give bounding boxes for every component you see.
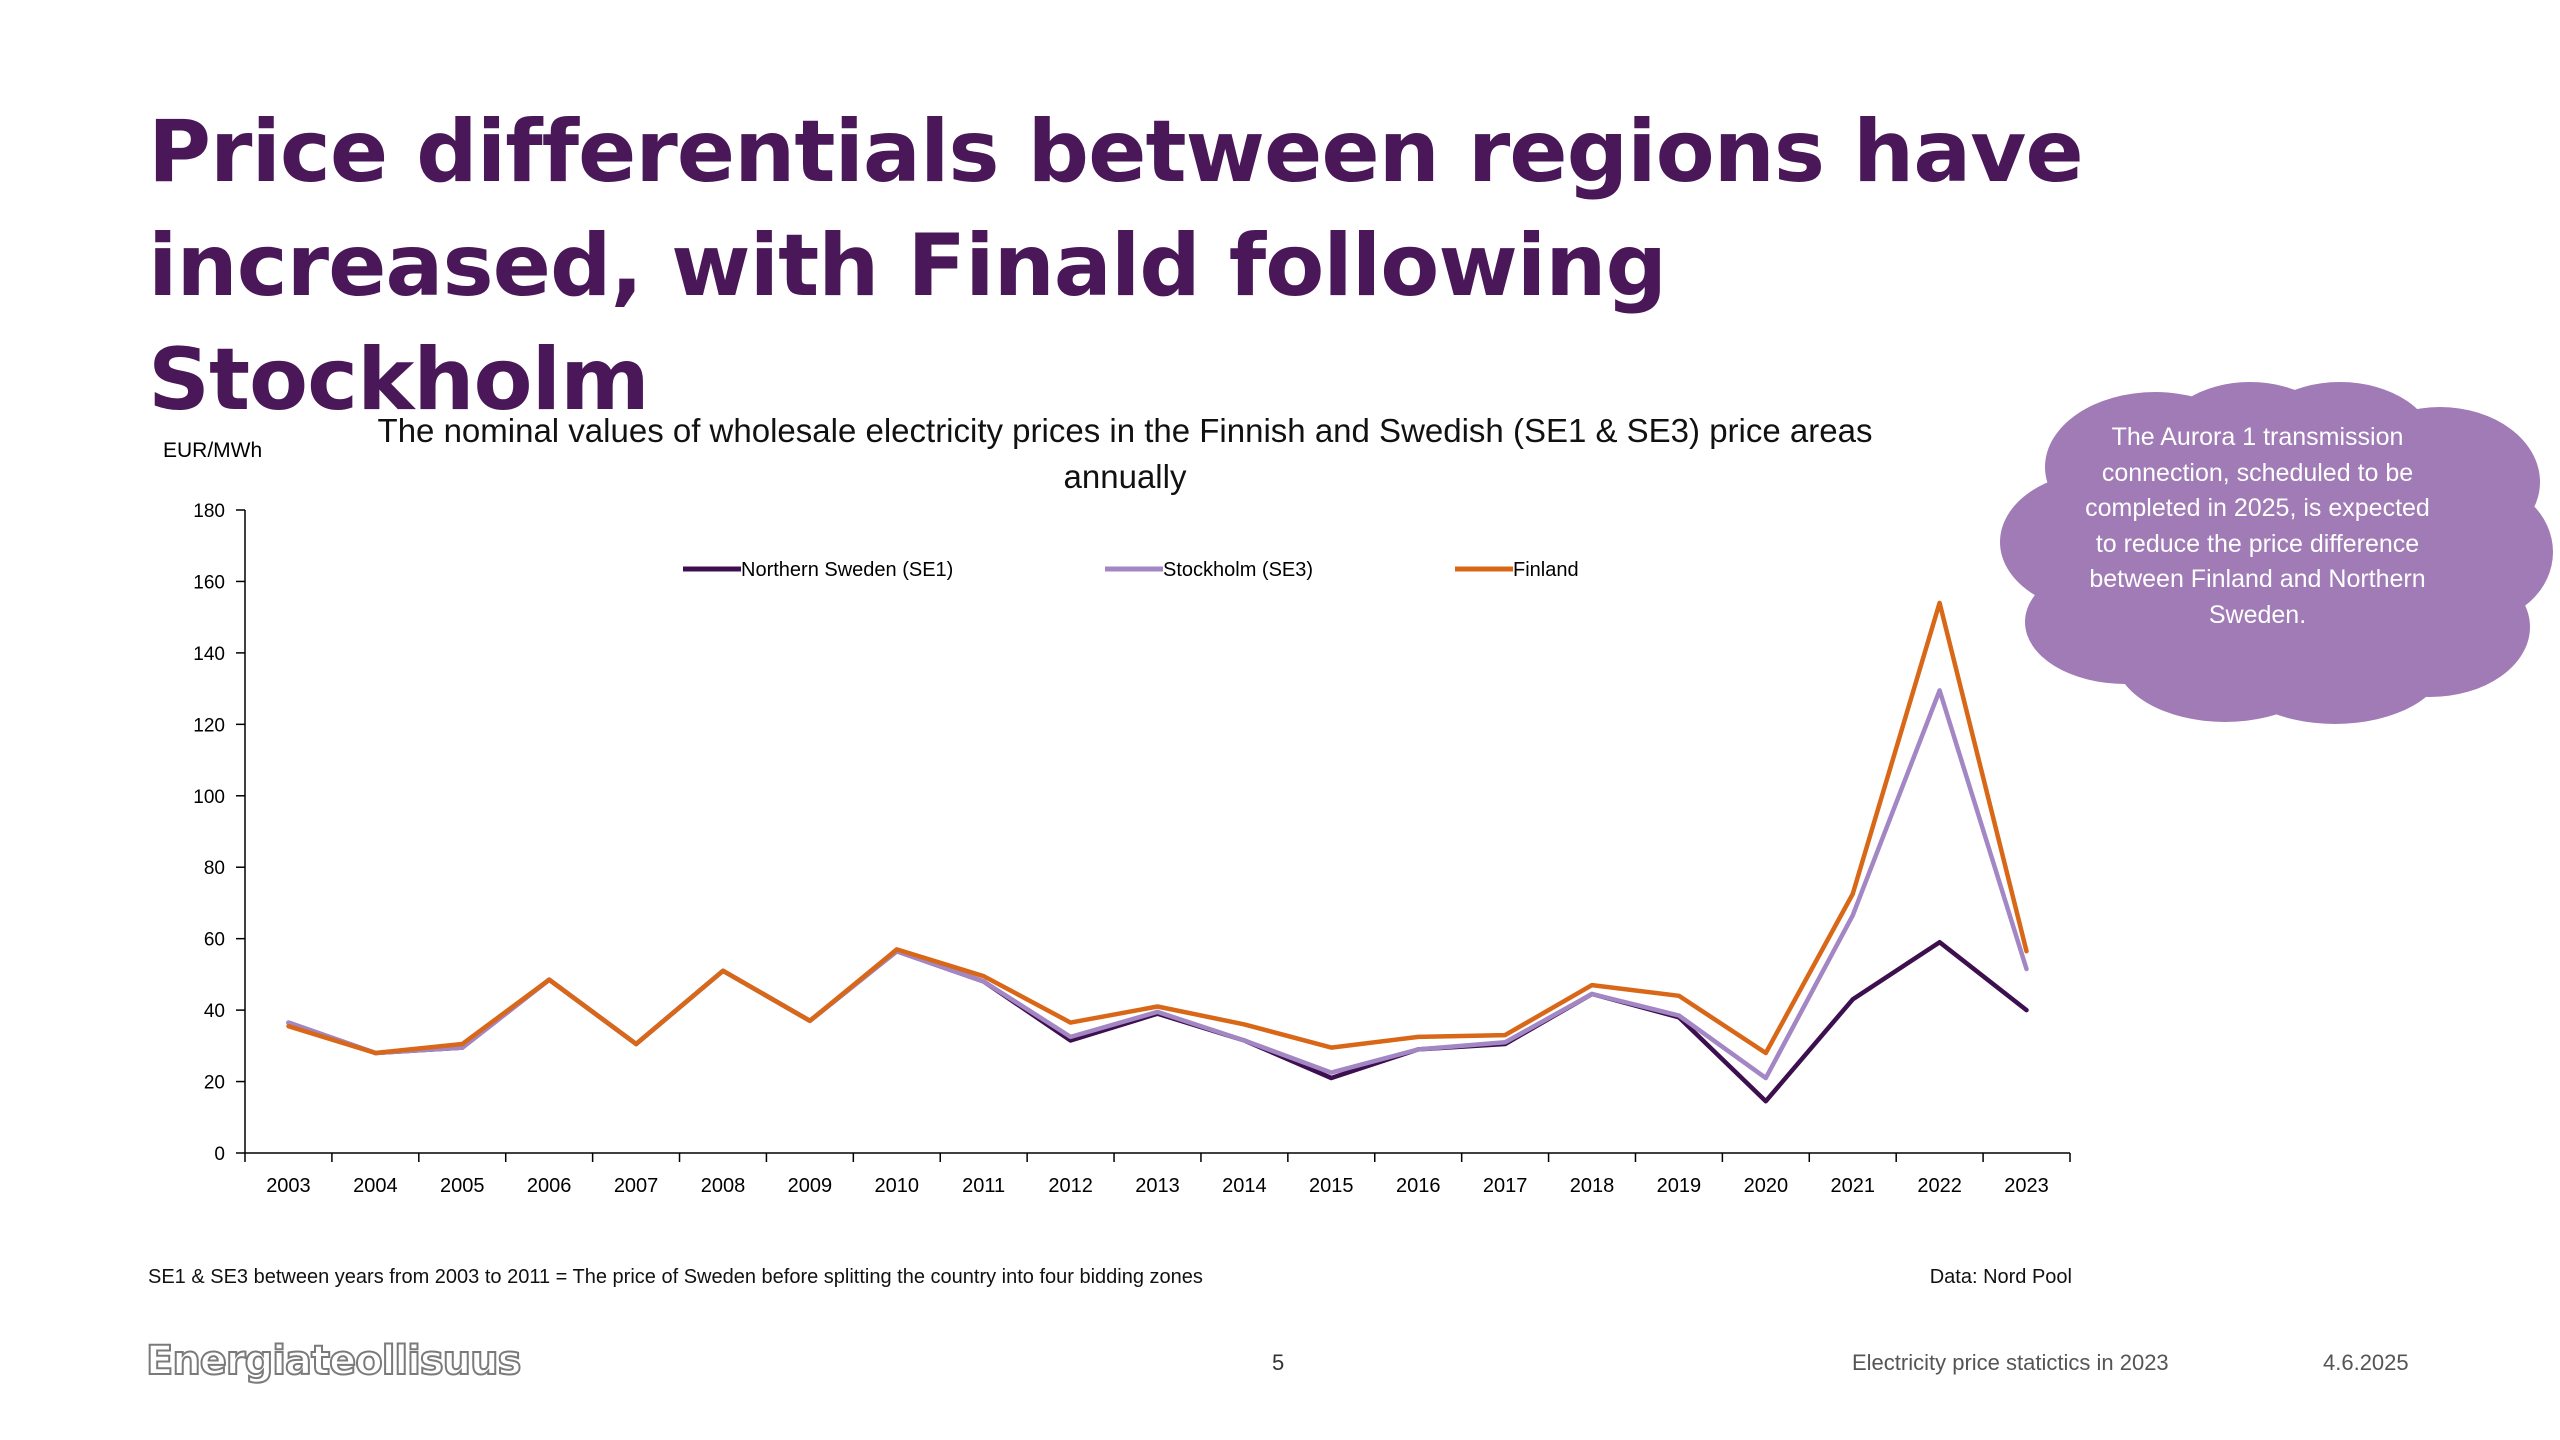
y-tick-label: 180 — [193, 501, 225, 522]
x-tick-label: 2014 — [1222, 1175, 1267, 1197]
y-tick-label: 60 — [204, 930, 225, 951]
x-tick-label: 2018 — [1570, 1175, 1615, 1197]
x-tick-label: 2017 — [1483, 1175, 1528, 1197]
slide-title-line2: increased, with Finald following Stockho… — [148, 216, 1667, 430]
legend-label: Stockholm (SE3) — [1163, 559, 1313, 581]
x-tick-label: 2007 — [614, 1175, 659, 1197]
x-tick-label: 2021 — [1830, 1175, 1875, 1197]
slide-title-line1: Price differentials between regions have — [148, 102, 2084, 202]
y-tick-label: 20 — [204, 1073, 225, 1094]
x-tick-label: 2022 — [1917, 1175, 1962, 1197]
data-source: Data: Nord Pool — [1929, 1266, 2072, 1288]
y-tick-labels: 0 20 40 60 80 100 120 140 160 180 — [193, 501, 245, 1165]
footnote: SE1 & SE3 between years from 2003 to 201… — [148, 1266, 1203, 1288]
x-tick-label: 2005 — [440, 1175, 485, 1197]
footer-date: 4.6.2025 — [2323, 1350, 2409, 1375]
page-number: 5 — [1272, 1350, 1285, 1375]
x-tick-label: 2015 — [1309, 1175, 1354, 1197]
series-line-2 — [286, 688, 2029, 1081]
y-tick-label: 120 — [193, 715, 225, 736]
series-lines — [286, 600, 2029, 1104]
x-tick-label: 2004 — [353, 1175, 398, 1197]
x-tick-label: 2009 — [788, 1175, 833, 1197]
x-tick-label: 2019 — [1657, 1175, 1702, 1197]
y-tick-label: 80 — [204, 858, 225, 879]
x-tick-label: 2011 — [962, 1175, 1005, 1197]
x-tick-label: 2006 — [527, 1175, 572, 1197]
y-tick-label: 0 — [214, 1144, 225, 1165]
legend-label: Northern Sweden (SE1) — [741, 559, 953, 581]
y-tick-label: 40 — [204, 1001, 225, 1022]
y-tick-label: 140 — [193, 644, 225, 665]
legend-label: Finland — [1513, 559, 1579, 581]
slide-title: Price differentials between regions have… — [148, 95, 2148, 437]
x-tick-label: 2003 — [266, 1175, 311, 1197]
x-tick-label: 2013 — [1135, 1175, 1180, 1197]
company-logo: Energiateollisuus — [145, 1337, 522, 1385]
callout-text: The Aurora 1 transmission connection, sc… — [2085, 423, 2430, 629]
series-line-3 — [286, 600, 2029, 1056]
x-tick-label: 2008 — [701, 1175, 746, 1197]
x-tick-label: 2023 — [2004, 1175, 2049, 1197]
footer-title: Electricity price statictics in 2023 — [1852, 1350, 2169, 1375]
x-tick-label: 2020 — [1744, 1175, 1789, 1197]
y-axis-label: EUR/MWh — [163, 439, 262, 462]
x-tick-labels: 2003 2004 2005 2006 2007 2008 2009 2010 2011 2012… — [244, 1153, 2071, 1197]
y-tick-label: 160 — [193, 572, 225, 593]
chart-title: The nominal values of wholesale electric… — [377, 412, 1873, 495]
axes — [244, 510, 2070, 1154]
x-tick-label: 2016 — [1396, 1175, 1441, 1197]
callout-cloud — [2000, 382, 2553, 724]
x-tick-label: 2010 — [875, 1175, 920, 1197]
x-tick-label: 2012 — [1048, 1175, 1093, 1197]
y-tick-label: 100 — [193, 787, 225, 808]
legend: Northern Sweden (SE1) Stockholm (SE3) Finl… — [683, 559, 1579, 581]
